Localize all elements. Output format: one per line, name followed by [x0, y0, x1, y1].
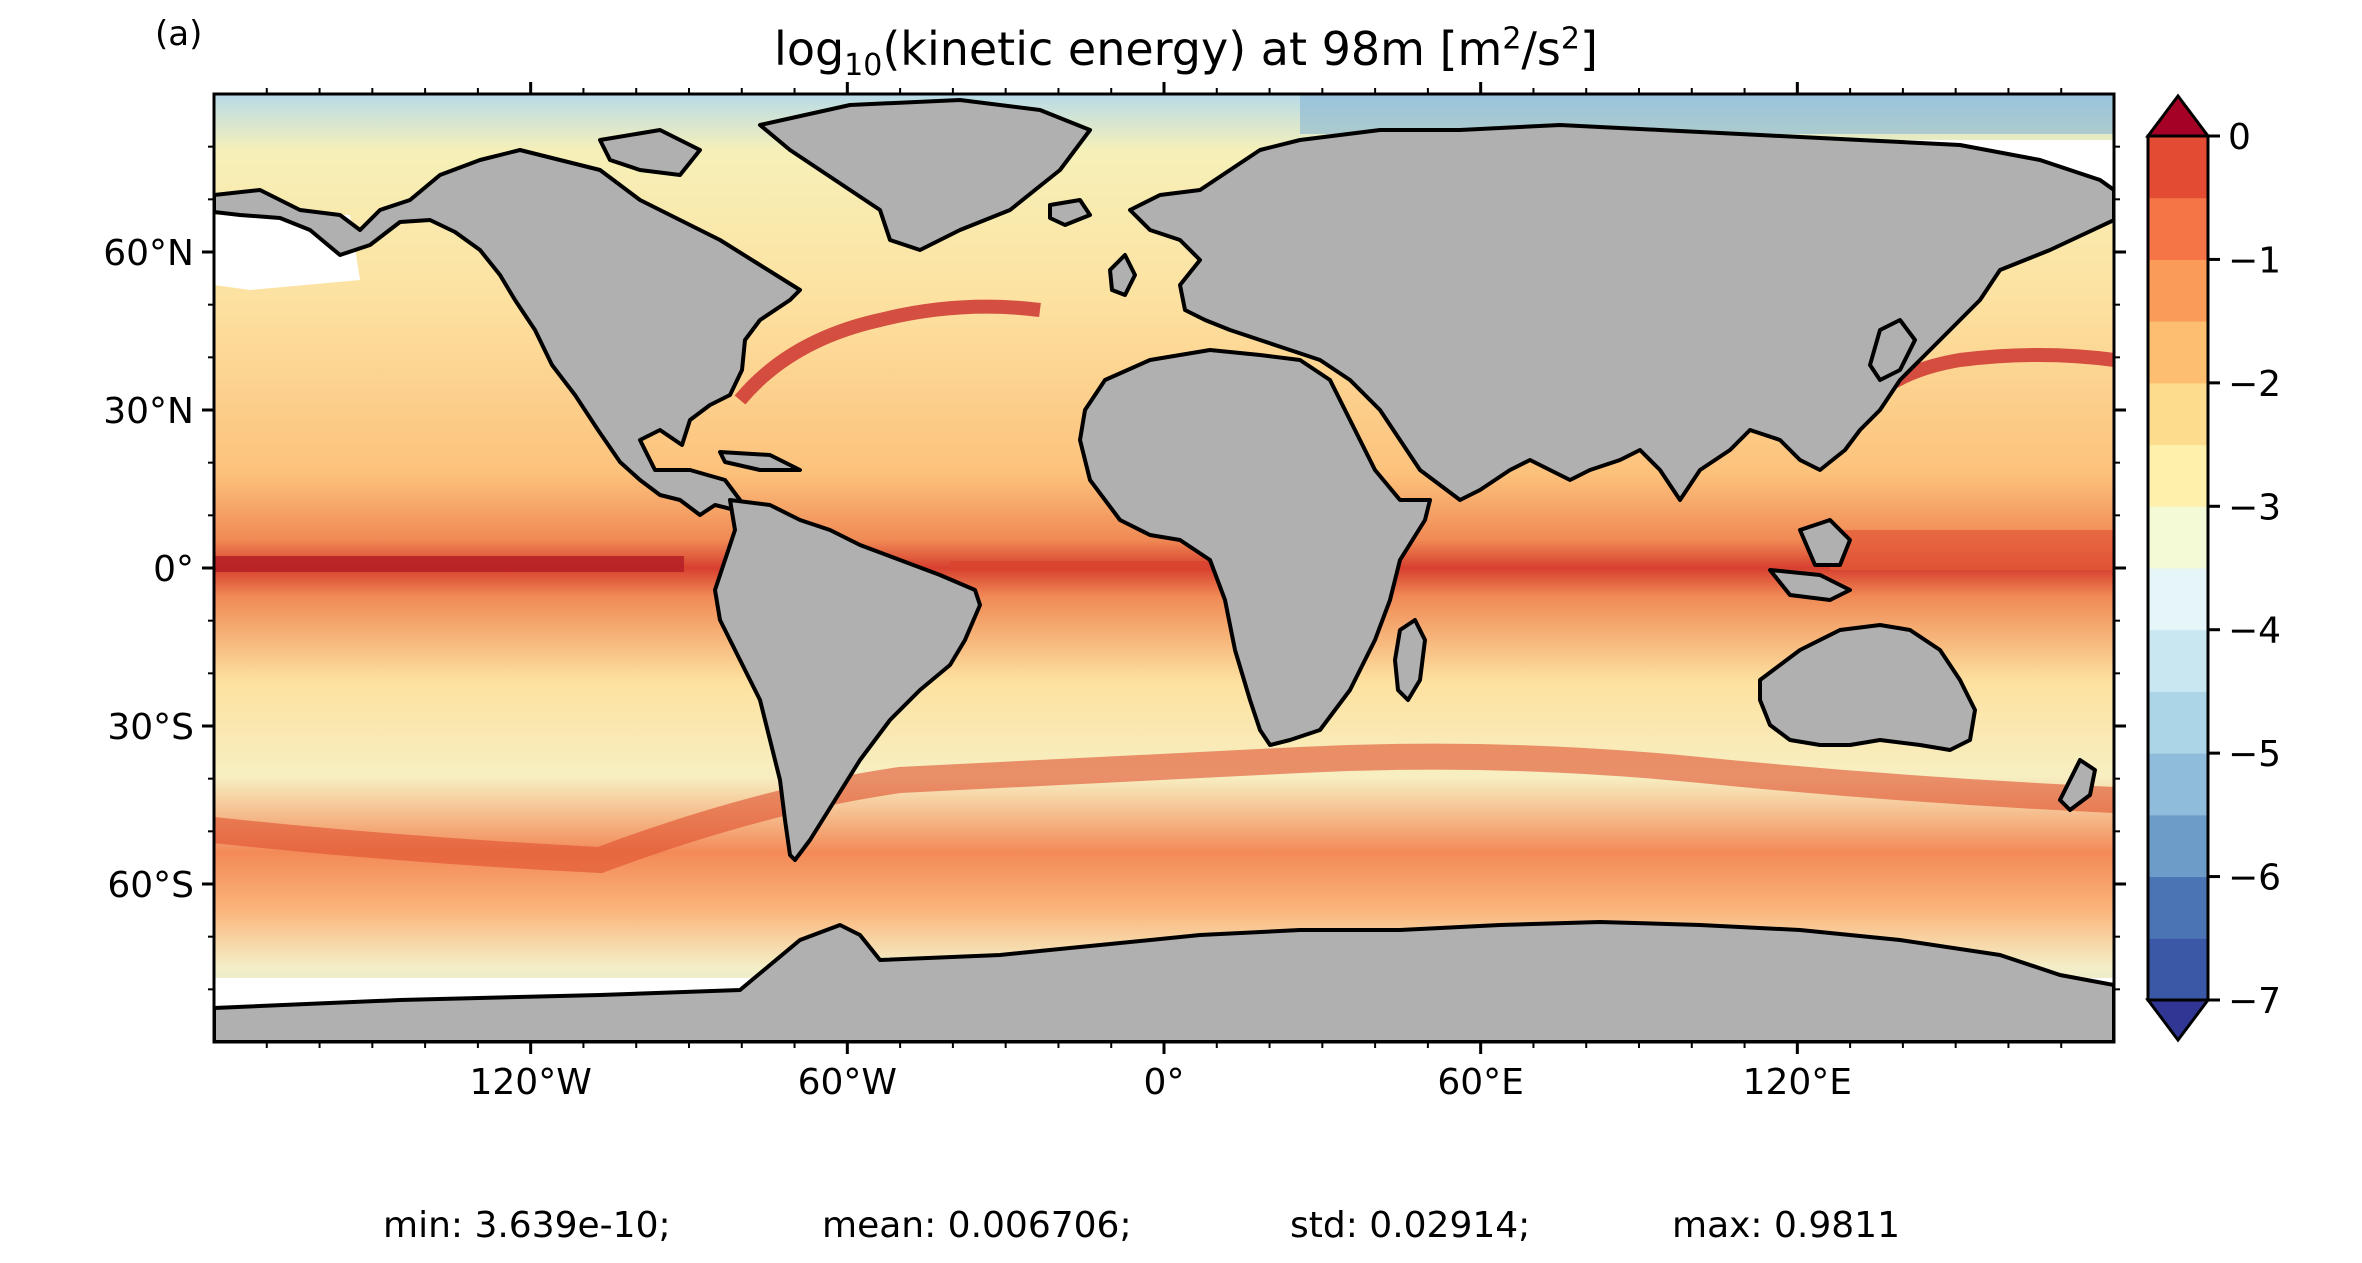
colorbar-segment	[2148, 506, 2208, 569]
longitude-axis: 120°W 60°W 0° 60°E 120°E	[265, 82, 2063, 1103]
lon-tick-label: 60°E	[1437, 1062, 1524, 1103]
eurasia	[1128, 123, 2114, 502]
land	[214, 98, 2114, 1042]
colorbar-tick-label: −2	[2228, 364, 2281, 405]
borneo	[1798, 518, 1852, 567]
lon-tick-label: 120°W	[470, 1062, 592, 1103]
lat-tick-label: 30°N	[103, 391, 194, 432]
panel-label: (a)	[155, 14, 203, 54]
colorbar-segment	[2148, 691, 2208, 754]
latitude-axis: 60°N 30°N 0° 30°S 60°S	[103, 145, 2126, 991]
colorbar-segment	[2148, 444, 2208, 507]
antarctic-circumpolar-current	[214, 743, 2114, 874]
equatorial-current-atlantic	[950, 561, 1210, 571]
stat-min: min: 3.639e-10;	[383, 1205, 671, 1246]
lat-tick-label: 30°S	[107, 707, 194, 748]
colorbar-segment	[2148, 753, 2208, 816]
lat-tick-label: 60°N	[103, 233, 194, 274]
map-title: log10(kinetic energy) at 98m [m2/s2]	[774, 22, 1598, 84]
colorbar-extend-min	[2145, 998, 2211, 1043]
greenland	[758, 98, 1092, 252]
colorbar-tick-label: −7	[2228, 981, 2281, 1022]
colorbar-tick-label: −6	[2228, 858, 2281, 899]
equatorial-current-pacific-west	[1830, 530, 2114, 570]
africa	[1078, 348, 1432, 747]
colorbar-tick-label: −4	[2228, 611, 2281, 652]
colorbar-segment	[2148, 814, 2208, 878]
lon-tick-label: 0°	[1144, 1062, 1185, 1103]
colorbar-tick-label: −5	[2228, 734, 2281, 775]
colorbar-segment	[2148, 629, 2208, 692]
lat-tick-label: 60°S	[107, 865, 194, 906]
colorbar-segment	[2148, 938, 2208, 1001]
lon-tick-label: 60°W	[798, 1062, 897, 1103]
lon-tick-label: 120°E	[1743, 1062, 1852, 1103]
colorbar-tick-label: −1	[2228, 240, 2281, 281]
colorbar-segment	[2148, 382, 2208, 446]
uk	[1108, 253, 1137, 297]
colorbar-segment	[2148, 321, 2208, 384]
lat-tick-label: 0°	[153, 549, 194, 590]
colorbar-frame	[2146, 134, 2210, 1002]
cuba	[718, 450, 802, 472]
colorbar-tick-label: 0	[2228, 117, 2251, 158]
antarctica	[214, 920, 2114, 1042]
colorbar-segment	[2148, 136, 2208, 199]
madagascar	[1393, 618, 1427, 702]
equatorial-current	[214, 556, 684, 572]
indonesia	[1768, 568, 1852, 602]
colorbar-segment	[2148, 197, 2208, 260]
japan	[1868, 318, 1917, 382]
colorbar-tick-label: −3	[2228, 487, 2281, 528]
new-zealand	[2058, 758, 2097, 812]
colorbar-segment	[2148, 876, 2208, 939]
south-america	[713, 498, 982, 862]
colorbar-segment	[2148, 568, 2208, 631]
colorbar: 0 −1 −2 −3 −4 −5 −6 −7	[2145, 93, 2281, 1043]
colorbar-segment	[2148, 259, 2208, 322]
gulf-stream	[734, 299, 1041, 405]
australia	[1758, 623, 1977, 752]
arctic-low-energy	[1300, 94, 2114, 134]
canadian-islands	[598, 128, 702, 177]
stat-max: max: 0.9811	[1672, 1205, 1900, 1246]
stat-std: std: 0.02914;	[1290, 1205, 1531, 1246]
iceland	[1048, 198, 1092, 227]
stat-mean: mean: 0.006706;	[822, 1205, 1132, 1246]
colorbar-extend-max	[2145, 93, 2211, 138]
north-america	[214, 148, 802, 517]
